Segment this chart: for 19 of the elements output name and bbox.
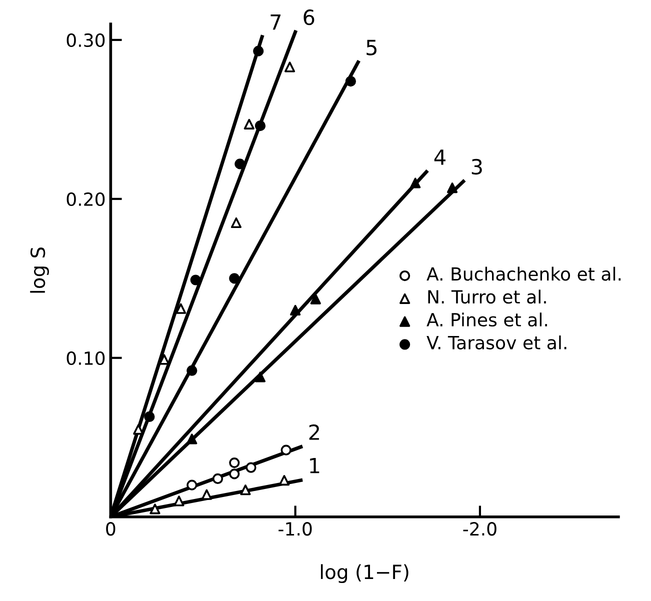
series-label: 6 [304, 9, 314, 26]
legend-label: N. Turro et al. [428, 290, 546, 304]
series-label: 4 [434, 150, 446, 165]
series-label: 7 [270, 14, 280, 30]
legend-label: V. Tarasov et al. [426, 335, 566, 350]
series-label: 2 [309, 424, 319, 440]
legend-label: A. Pines et al. [426, 312, 547, 327]
y-axis-title: log S [30, 247, 49, 293]
legend-label: A. Buchachenko et al. [426, 266, 621, 281]
x-axis-title: log (1−F) [320, 564, 408, 584]
y-tick-label: 0.30 [66, 33, 105, 48]
series-label: 3 [472, 158, 482, 175]
series-label: 1 [310, 458, 320, 474]
y-tick-label: 0.10 [66, 351, 105, 365]
series-label: 5 [366, 40, 376, 56]
x-tick-label: -1.0 [278, 522, 312, 536]
y-tick-label: 0.20 [66, 192, 105, 206]
x-tick-label: 0 [106, 522, 116, 536]
x-tick-label: -2.0 [463, 522, 496, 536]
